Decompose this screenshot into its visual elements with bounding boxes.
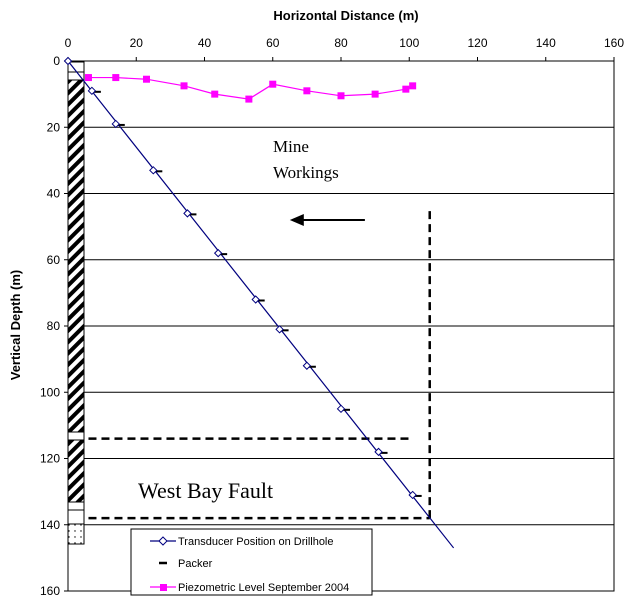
transducer-marker (87, 86, 97, 96)
piezometric-point (337, 92, 345, 100)
legend: Transducer Position on Drillhole Packer … (130, 528, 373, 596)
x-tick-label: 0 (65, 36, 72, 50)
y-tick-label: 140 (40, 518, 60, 532)
piezometric-point (211, 90, 219, 98)
arrow-head (289, 214, 304, 226)
transducer-marker (213, 248, 223, 258)
piezometric-point (142, 75, 150, 83)
y-tick-label: 20 (47, 120, 61, 134)
y-tick-label: 80 (47, 319, 61, 333)
transducer-marker (251, 295, 260, 304)
legend-item-piezometric: Piezometric Level September 2004 (150, 582, 349, 594)
drillhole-line (67, 60, 455, 549)
transducer-marker (183, 209, 192, 218)
transducer-marker (63, 56, 73, 66)
log-hatched-section (67, 79, 85, 433)
transducer-marker (149, 166, 158, 175)
y-tick-label: 60 (47, 253, 61, 267)
x-tick-labels: 0 20 40 60 80 100 120 140 160 (65, 36, 624, 61)
log-dotted-bottom (67, 523, 85, 545)
series (63, 56, 455, 549)
x-tick-label: 20 (130, 36, 144, 50)
piezometric-point (180, 82, 188, 90)
x-tick-label: 60 (266, 36, 280, 50)
legend-swatch-diamond (158, 536, 168, 546)
log-box-4 (67, 501, 85, 511)
transducer-marker (275, 325, 284, 334)
legend-box (130, 528, 373, 596)
legend-label-piezometric: Piezometric Level September 2004 (178, 582, 349, 594)
packer-dashed-lines (88, 206, 431, 520)
legend-item-transducer: Transducer Position on Drillhole (150, 536, 334, 548)
y-tick-label: 160 (40, 584, 60, 597)
piezometric-point (402, 85, 410, 93)
y-axis-title: Vertical Depth (m) (8, 270, 23, 381)
x-tick-label: 80 (334, 36, 348, 50)
x-tick-label: 120 (467, 36, 487, 50)
flow-arrow (289, 214, 365, 226)
gridlines (68, 126, 614, 526)
piezometric-point (245, 95, 253, 103)
y-tick-labels: 0 20 40 60 80 100 120 140 160 (40, 54, 68, 597)
transducer-marker (336, 404, 346, 414)
x-tick-label: 40 (198, 36, 212, 50)
piezometric-point (112, 74, 120, 82)
mine-workings-label-line1: Mine (273, 137, 309, 156)
y-tick-label: 120 (40, 452, 60, 466)
y-tick-label: 100 (40, 385, 60, 399)
legend-item-packer: Packer (159, 558, 213, 570)
log-box-5 (67, 509, 85, 525)
drillhole-log-column (67, 61, 85, 545)
y-tick-label: 0 (53, 54, 60, 68)
legend-swatch-square (160, 584, 167, 591)
transducer-marker (302, 361, 312, 370)
x-axis-title: Horizontal Distance (m) (273, 8, 418, 23)
piezometric-point (371, 90, 379, 98)
transducer-marker (374, 447, 383, 457)
piezometric-point (409, 82, 417, 90)
transducer-marker (111, 119, 120, 129)
piezometric-point (84, 74, 92, 82)
piezometric-point (269, 80, 277, 88)
piezometric-point (303, 87, 311, 95)
y-tick-label: 40 (47, 187, 61, 201)
log-hatched-lower (67, 439, 85, 503)
west-bay-fault-label: West Bay Fault (138, 478, 273, 503)
x-tick-label: 100 (399, 36, 419, 50)
x-tick-label: 160 (604, 36, 624, 50)
legend-label-transducer: Transducer Position on Drillhole (178, 536, 334, 548)
legend-label-packer: Packer (178, 558, 213, 570)
piezometric-line (88, 76, 413, 100)
transducer-marker (408, 490, 417, 500)
mine-workings-label-line2: Workings (273, 163, 339, 182)
x-tick-label: 140 (536, 36, 556, 50)
log-box-3 (67, 431, 85, 441)
